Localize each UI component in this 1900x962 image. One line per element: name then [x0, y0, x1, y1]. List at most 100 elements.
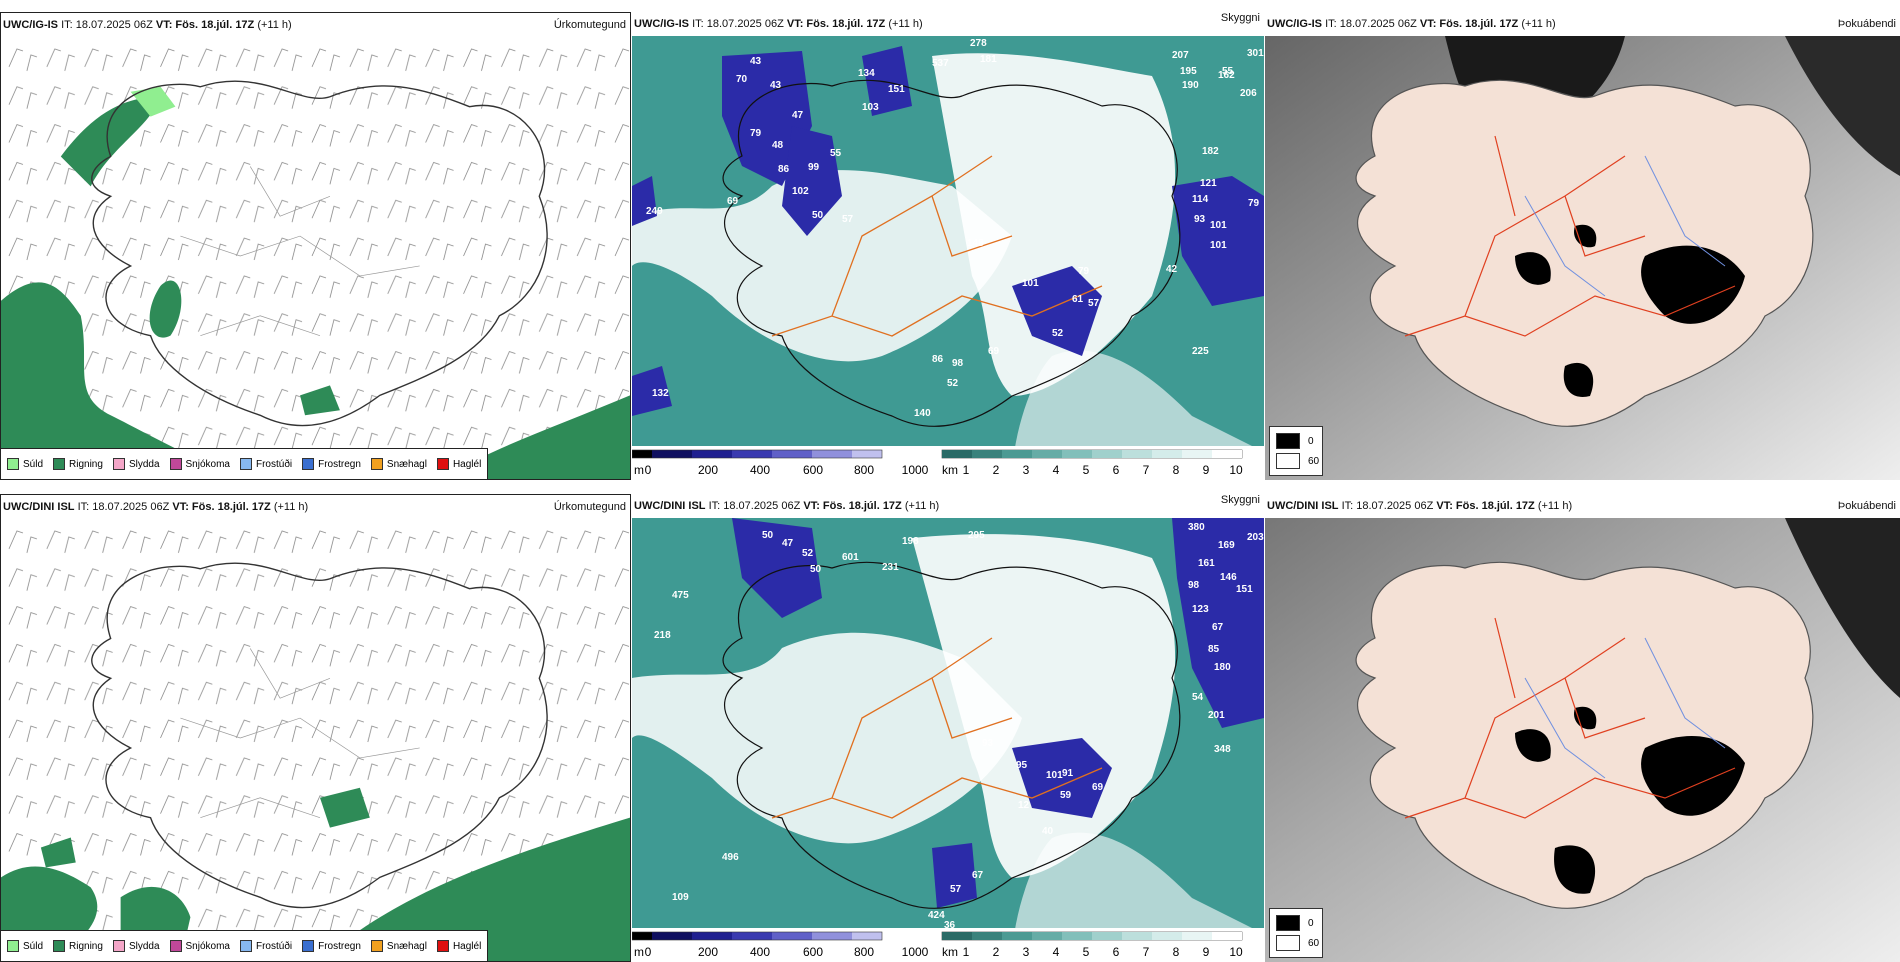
cloud-base-label: 162 [1218, 70, 1235, 81]
precip-map[interactable] [1, 519, 630, 961]
colorbar-tick: 2 [992, 463, 1000, 477]
river-network [1524, 155, 1726, 297]
panel-header: UWC/DINI ISL IT: 18.07.2025 06Z VT: Fös.… [1, 495, 630, 519]
colorbar-tick: 8 [1172, 463, 1180, 477]
cloud-base-label: 69 [988, 346, 1000, 357]
cloud-base-label: 301 [1247, 48, 1264, 59]
cloud-base-label: 103 [862, 102, 879, 113]
lead-time: (+11 h) [1537, 500, 1573, 512]
fog-legend: 0 60 [1269, 426, 1323, 476]
colorbar-tick: 1000 [901, 463, 929, 477]
cloud-base-label: 47 [782, 538, 794, 549]
lead-time: (+11 h) [1521, 18, 1556, 30]
colorbar-tick: 8 [1172, 945, 1180, 959]
lead-time: (+11 h) [888, 18, 923, 30]
cloud-base-label: 134 [858, 68, 875, 79]
cloud-base-label: 203 [1247, 532, 1264, 543]
legend-item: Rigning [53, 458, 103, 470]
precip-legend: Súld Rigning Slydda Snjókoma Frostúði Fr… [1, 930, 489, 961]
colorbar-tick: 10 [1229, 945, 1243, 959]
colorbar-tick: 1 [962, 463, 970, 477]
rain-area [300, 385, 340, 416]
panel-header: UWC/DINI ISL IT: 18.07.2025 06Z VT: Fös.… [632, 494, 1264, 518]
iceland-coastline [91, 80, 548, 427]
cloud-base-label: 86 [932, 354, 944, 365]
issue-time: IT: 18.07.2025 06Z [1325, 18, 1417, 30]
colorbar-tick: 5 [1082, 945, 1090, 959]
model-name: UWC/DINI ISL [3, 501, 75, 513]
cloud-base-label: 101 [1046, 770, 1063, 781]
cloud-base-label: 43 [770, 80, 782, 91]
legend-swatch [370, 458, 383, 470]
cloud-base-label: 52 [947, 378, 959, 389]
panel-title: Úrkomutegund [553, 19, 626, 31]
legend-item: Súld [7, 940, 43, 952]
fog-map[interactable] [1265, 518, 1900, 962]
rain-area [1, 282, 261, 479]
precip-map[interactable] [1, 37, 630, 479]
legend-item: Frostúði [239, 940, 292, 952]
legend-swatch [53, 940, 66, 952]
cloud-colorbar: m 0 200 400 600 800 1000 km 1 2 3 4 5 6 … [632, 928, 1264, 962]
valid-time: VT: Fös. 18.júl. 17Z [1419, 18, 1519, 30]
fog-indicator-panel: UWC/DINI ISL IT: 18.07.2025 06Z VT: Fös.… [1265, 494, 1900, 962]
cloud-base-label: 101 [1210, 240, 1227, 251]
issue-time: IT: 18.07.2025 06Z [708, 500, 801, 512]
cloud-base-label: 52 [1052, 328, 1064, 339]
model-name: UWC/DINI ISL [1267, 500, 1339, 512]
legend-item: Rigning [53, 940, 103, 952]
road-network [1404, 617, 1736, 819]
model-name: UWC/IG-IS [634, 18, 689, 30]
cloud-base-label: 148 [967, 238, 984, 249]
cloud-base-label: 295 [968, 530, 985, 541]
issue-time: IT: 18.07.2025 06Z [77, 501, 170, 513]
cloud-base-label: 146 [1220, 572, 1237, 583]
cloud-base-label: 59 [1060, 790, 1072, 801]
model-name: UWC/IG-IS [1267, 18, 1322, 30]
road-network [771, 637, 1103, 819]
rain-area [339, 817, 630, 961]
model-name: UWC/DINI ISL [634, 500, 706, 512]
cloud-base-label: 348 [1214, 744, 1231, 755]
cloud-map[interactable]: 43 70 43 134 151 103 47 79 48 55 86 99 102 50 57 69 249 2… [632, 36, 1264, 480]
panel-title: Þokuábendi [1837, 18, 1896, 30]
cloud-base-label: 79 [750, 128, 762, 139]
fog-legend: 0 60 [1269, 908, 1323, 958]
legend-swatch [1276, 433, 1300, 449]
legend-item: Frostúði [239, 458, 292, 470]
colorbar-tick: 200 [697, 463, 719, 477]
legend-swatch [1276, 915, 1300, 931]
legend-swatch [436, 940, 449, 952]
cloud-base-label: 123 [1192, 604, 1209, 615]
fog-map[interactable] [1265, 36, 1900, 480]
colorbar-tick: 3 [1022, 945, 1030, 959]
iceland-coastline [722, 79, 1181, 427]
cloud-base-label: 190 [1182, 80, 1199, 91]
forecast-row-dini-isl: UWC/DINI ISL IT: 18.07.2025 06Z VT: Fös.… [0, 494, 1900, 962]
cloud-base-label: 121 [1200, 178, 1217, 189]
rain-area [40, 837, 76, 868]
cloud-map[interactable]: 50 47 52 50 601 198 231 295 380 169 203 161 146 151 47… [632, 518, 1264, 962]
cloud-colorbar: m 0 200 400 600 800 1000 km 1 2 3 4 5 6 … [632, 446, 1264, 480]
cloud-base-label: 198 [902, 536, 919, 547]
legend-swatch [112, 940, 125, 952]
cloud-base-label: 43 [750, 56, 762, 67]
colorbar-tick: 3 [1022, 463, 1030, 477]
colorbar-tick: 10 [1229, 463, 1243, 477]
colorbar-tick: 6 [1112, 463, 1120, 477]
panel-header: UWC/IG-IS IT: 18.07.2025 06Z VT: Fös. 18… [1, 13, 630, 37]
cloud-base-label: 52 [802, 548, 814, 559]
colorbar-unit: m [634, 945, 644, 959]
issue-time: IT: 18.07.2025 06Z [1341, 500, 1434, 512]
colorbar-unit: km [942, 463, 958, 477]
cloud-base-label: 169 [1218, 540, 1235, 551]
cloud-base-label: 218 [654, 630, 671, 641]
cloud-base-label: 99 [808, 162, 820, 173]
legend-swatch [7, 940, 19, 952]
colorbar-unit: km [942, 945, 958, 959]
colorbar-tick: 200 [697, 945, 719, 959]
cloud-base-label: 98 [952, 358, 964, 369]
cloud-base-label: 95 [1016, 760, 1028, 771]
drizzle-area [130, 86, 176, 117]
colorbar-tick: 1 [962, 945, 970, 959]
